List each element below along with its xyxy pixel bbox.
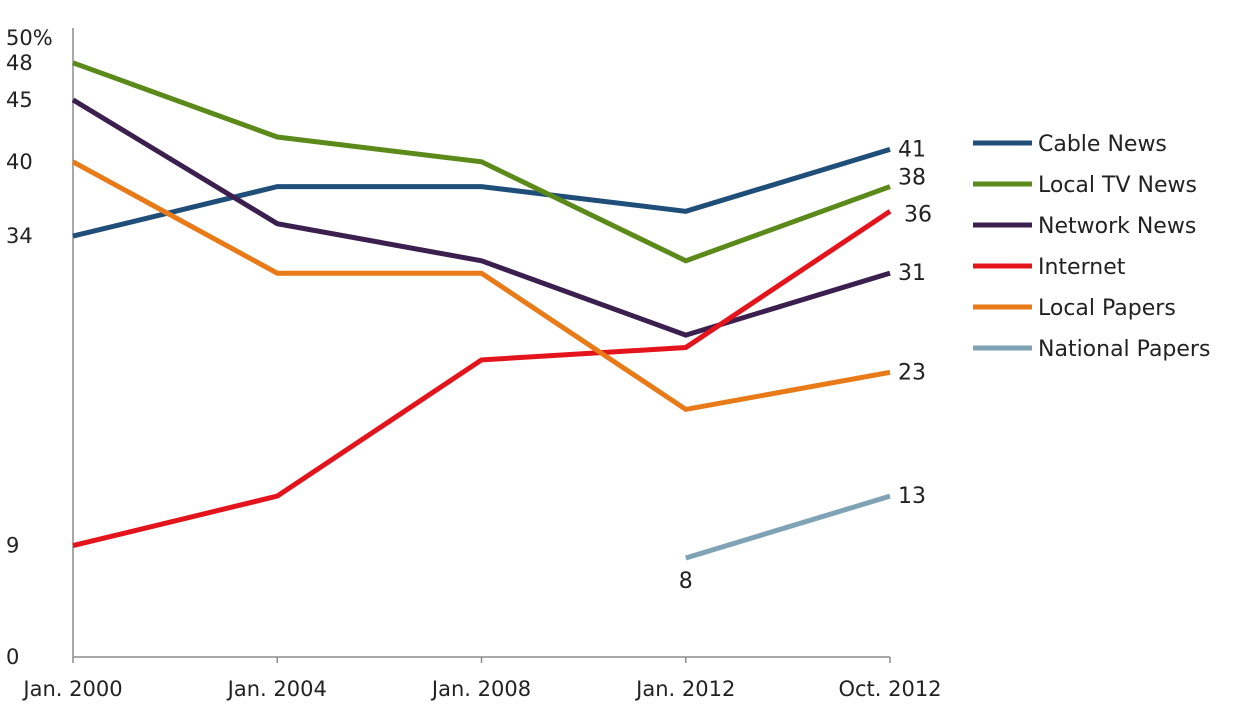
x-tick-label: Jan. 2008 <box>430 677 531 701</box>
series-line-national-papers <box>685 493 891 561</box>
x-tick-label: Jan. 2004 <box>226 677 327 701</box>
legend-label: Network News <box>1038 214 1196 239</box>
data-label: 31 <box>898 261 926 286</box>
data-label: 38 <box>898 166 926 191</box>
series-line-local-tv-news <box>72 60 891 264</box>
legend-label: National Papers <box>1038 337 1210 362</box>
legend-label: Cable News <box>1038 132 1167 157</box>
data-label: 13 <box>898 484 926 509</box>
legend-label: Internet <box>1038 255 1126 280</box>
legend-label: Local TV News <box>1038 173 1197 198</box>
series-line-cable-news <box>72 147 891 239</box>
y-tick-label: 48 <box>6 51 33 75</box>
data-label: 41 <box>898 137 926 162</box>
series-lines <box>71 60 892 561</box>
y-tick-label: 0 <box>6 645 19 669</box>
legend: Cable News Local TV News Network News Inter… <box>973 132 1210 362</box>
x-tick-label: Jan. 2012 <box>634 677 735 701</box>
x-axis-ticks: Jan. 2000 Jan. 2004 Jan. 2008 Jan. 2012 Oct.… <box>21 657 942 701</box>
data-label: 8 <box>679 569 693 594</box>
data-labels: 41 38 36 31 23 13 8 <box>679 137 932 594</box>
y-tick-label: 45 <box>6 88 33 112</box>
series-line-internet <box>72 209 892 549</box>
y-tick-label: 9 <box>6 534 19 558</box>
series-line-local-papers <box>71 159 891 413</box>
x-tick-label: Oct. 2012 <box>838 677 941 701</box>
data-label: 36 <box>904 202 932 227</box>
x-tick-label: Jan. 2000 <box>21 677 122 701</box>
y-tick-label: 34 <box>6 224 33 248</box>
data-label: 23 <box>898 360 926 385</box>
legend-label: Local Papers <box>1038 296 1176 321</box>
series-line-network-news <box>71 97 891 338</box>
y-tick-label: 50% <box>6 26 53 50</box>
y-tick-label: 40 <box>6 150 33 174</box>
